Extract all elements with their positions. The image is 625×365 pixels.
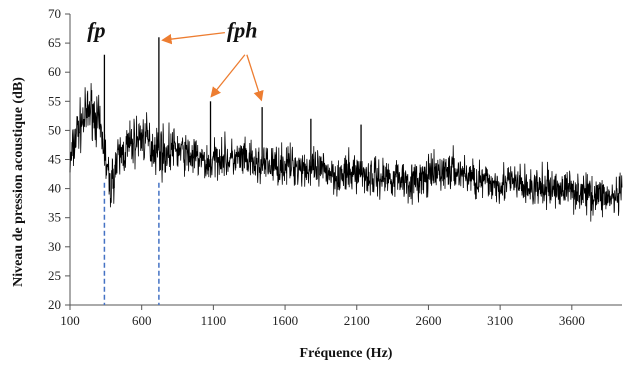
- y-tick-label: 25: [48, 268, 61, 283]
- spectrum-line: [69, 83, 623, 222]
- y-axis-label: Niveau de pression acoustique (dB): [11, 77, 26, 287]
- x-tick-label: 2100: [344, 313, 370, 328]
- y-tick-label: 70: [48, 6, 61, 21]
- x-axis-label: Fréquence (Hz): [300, 346, 393, 361]
- annotation-fph: fph: [227, 17, 258, 42]
- plot-area: 20 25 30 35 40 45 50 55 60 65 70 100 600 1100 1600 2100…: [48, 6, 623, 328]
- x-tick-label: 3600: [559, 313, 585, 328]
- annotation-fp: fp: [87, 17, 105, 42]
- y-tick-label: 45: [48, 152, 61, 167]
- x-tick-label: 600: [132, 313, 152, 328]
- y-tick-label: 50: [48, 122, 61, 137]
- x-tick-label: 3100: [487, 313, 513, 328]
- y-tick-label: 60: [48, 64, 61, 79]
- y-tick-label: 35: [48, 210, 61, 225]
- x-tick-label: 1100: [201, 313, 227, 328]
- y-tick-label: 20: [48, 297, 61, 312]
- y-tick-label: 65: [48, 35, 61, 50]
- y-tick-label: 55: [48, 93, 61, 108]
- y-tick-label: 40: [48, 181, 61, 196]
- fph-arrow: [246, 54, 264, 102]
- x-tick-label: 100: [60, 313, 80, 328]
- y-tick-label: 30: [48, 239, 61, 254]
- fph-arrow: [210, 54, 246, 98]
- x-tick-label: 2600: [415, 313, 441, 328]
- x-tick-label: 1600: [272, 313, 298, 328]
- fph-arrow: [161, 31, 225, 45]
